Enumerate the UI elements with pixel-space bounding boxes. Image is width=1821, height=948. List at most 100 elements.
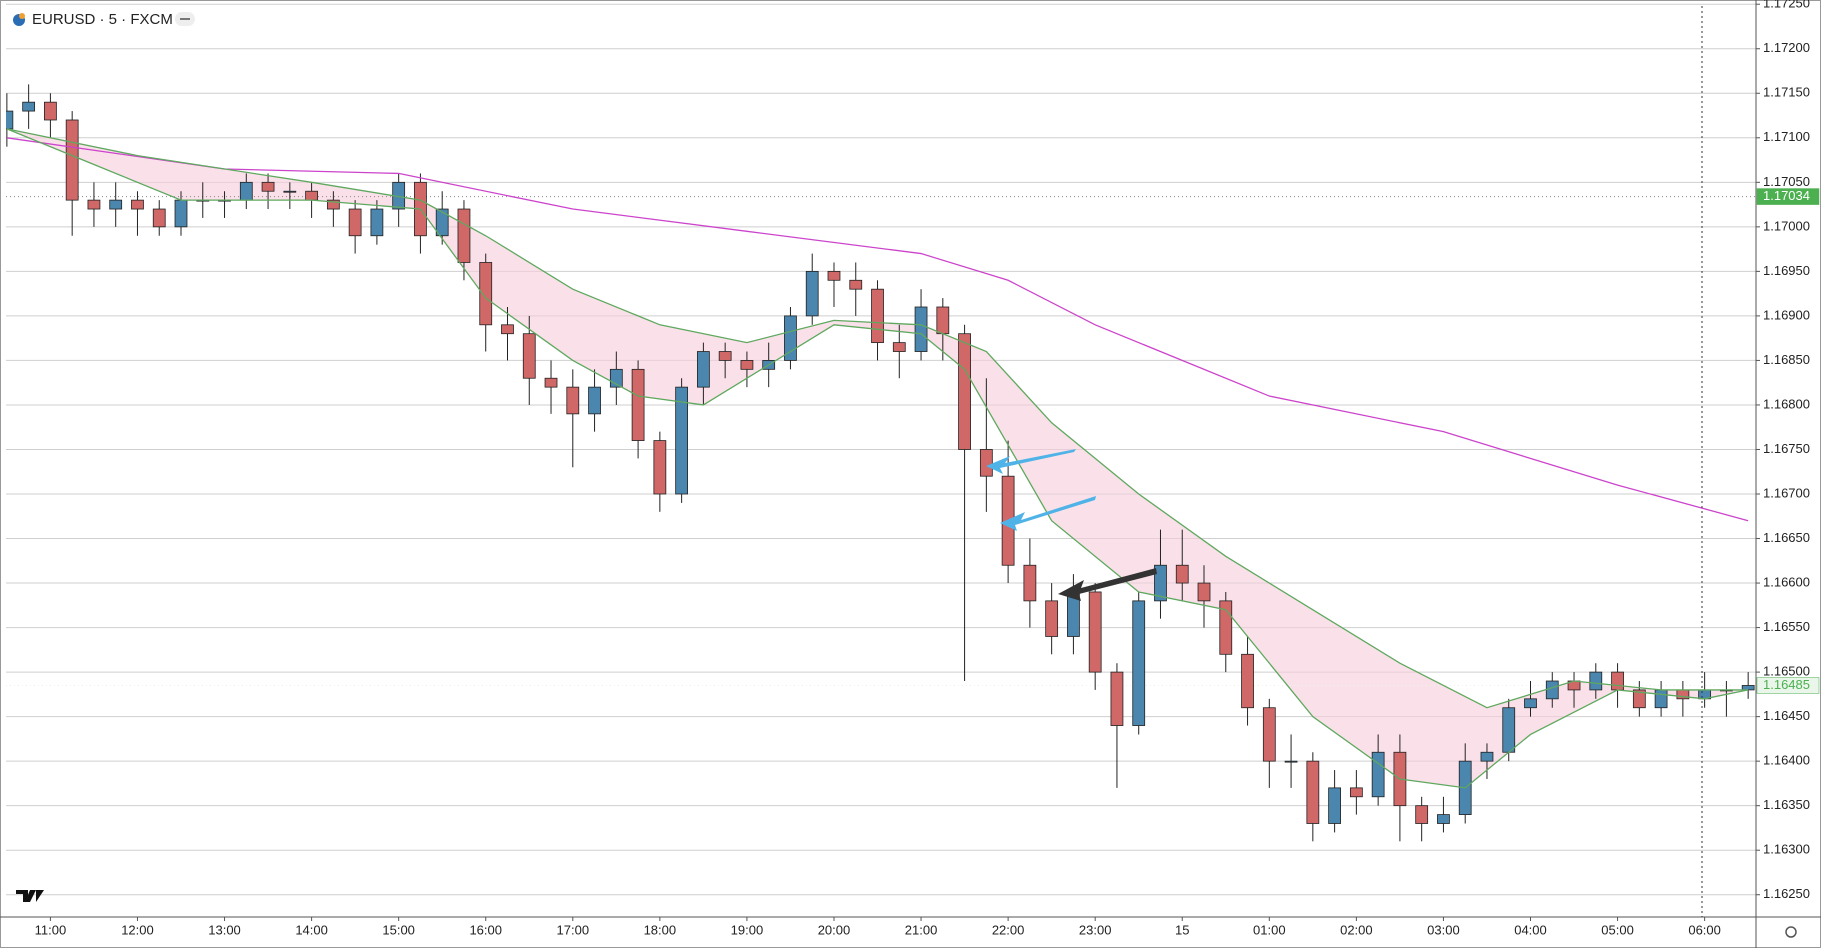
x-tick-label: 13:00: [208, 922, 241, 937]
candle-body: [609, 368, 623, 388]
x-tick-label: 17:00: [557, 922, 590, 937]
candle-body: [588, 386, 601, 415]
x-tick-label: 18:00: [644, 922, 677, 937]
price-tag: [1756, 677, 1820, 694]
candle-body: [1306, 760, 1320, 824]
candle-body: [958, 333, 971, 450]
candle-body: [152, 208, 166, 228]
candle-body: [1088, 591, 1102, 673]
candle-body: [1328, 787, 1341, 824]
candle-body: [979, 449, 993, 477]
x-tick-label: 15:00: [382, 922, 415, 937]
x-tick-label: 01:00: [1253, 922, 1286, 937]
x-tick-label: 15: [1175, 922, 1189, 937]
candle-body: [1132, 600, 1146, 726]
y-tick-label: 1.17100: [1763, 129, 1810, 144]
candle-body: [6, 110, 14, 130]
candle-body: [718, 351, 732, 361]
candle-body: [871, 288, 884, 344]
candle-body: [1371, 751, 1385, 798]
candle-body: [1741, 685, 1755, 691]
x-tick-label: 22:00: [992, 922, 1025, 937]
candle-body: [435, 208, 449, 237]
candle-body: [1110, 671, 1124, 726]
candle-body: [1654, 689, 1668, 709]
y-tick-label: 1.16550: [1763, 619, 1810, 634]
candle-body: [1241, 653, 1254, 709]
x-tick-label: 11:00: [35, 922, 67, 937]
candle-body: [1262, 707, 1276, 762]
candle-body: [1219, 600, 1233, 655]
candle-body: [261, 181, 275, 192]
candle-body: [1349, 787, 1363, 798]
candle-body: [1545, 680, 1559, 700]
y-tick-label: 1.16400: [1763, 753, 1810, 768]
candle-body: [348, 208, 362, 237]
candle-body: [805, 270, 819, 317]
candle-body: [631, 368, 645, 441]
y-tick-label: 1.16350: [1763, 797, 1810, 812]
candle-body: [697, 351, 710, 388]
moving-average: [6, 128, 1749, 709]
candle-body: [827, 270, 841, 281]
y-tick-label: 1.16600: [1763, 574, 1810, 589]
candle-body: [479, 262, 493, 326]
candle-body: [174, 199, 188, 228]
y-tick-label: 1.16500: [1763, 664, 1810, 679]
price-tag: [1756, 188, 1820, 205]
candle-body: [1480, 751, 1494, 762]
candle-body: [239, 181, 253, 201]
y-tick-label: 1.16950: [1763, 263, 1810, 278]
x-tick-label: 21:00: [905, 922, 938, 937]
y-tick-label: 1.17200: [1763, 40, 1810, 55]
y-tick-label: 1.16250: [1763, 886, 1810, 901]
candle-body: [1611, 671, 1624, 691]
y-tick-label: 1.16750: [1763, 441, 1810, 456]
candle-body: [65, 119, 79, 201]
y-tick-label: 1.16300: [1763, 842, 1810, 857]
x-tick-label: 23:00: [1079, 922, 1112, 937]
x-tick-label: 06:00: [1688, 922, 1721, 937]
candle-body: [1437, 814, 1450, 824]
candle-body: [44, 101, 57, 121]
candle-body: [740, 360, 754, 370]
y-tick-label: 1.17150: [1763, 85, 1810, 100]
ma-band: [6, 128, 1749, 788]
candle-body: [675, 386, 689, 495]
x-tick-label: 12:00: [121, 922, 154, 937]
candle-body: [1524, 698, 1537, 709]
candle-body: [1023, 564, 1037, 602]
candle-body: [522, 333, 536, 379]
candle-body: [1632, 689, 1646, 709]
y-tick-label: 1.16700: [1763, 485, 1810, 500]
candle-body: [131, 199, 144, 210]
candle-body: [1045, 600, 1059, 637]
candle-body: [109, 199, 123, 210]
x-tick-label: 19:00: [731, 922, 764, 937]
candle-body: [1284, 760, 1298, 763]
annotation-arrow: [1000, 496, 1096, 531]
candle-body: [1415, 805, 1429, 824]
candle-body: [566, 386, 580, 415]
logo: [16, 890, 44, 902]
price-tag-label: 1.16485: [1763, 677, 1810, 692]
x-tick-label: 05:00: [1601, 922, 1634, 937]
x-tick-label: 03:00: [1427, 922, 1460, 937]
symbol-icon: [19, 13, 25, 19]
settings-button[interactable]: [1785, 926, 1797, 938]
y-tick-label: 1.16450: [1763, 708, 1810, 723]
candle-body: [305, 190, 318, 201]
x-tick-label: 02:00: [1340, 922, 1373, 937]
y-tick-label: 1.16800: [1763, 396, 1810, 411]
annotation-arrow: [1058, 568, 1157, 601]
y-tick-label: 1.16900: [1763, 307, 1810, 322]
candle-body: [1197, 582, 1211, 602]
y-tick-label: 1.16650: [1763, 530, 1810, 545]
candle-body: [1154, 564, 1167, 602]
candle-body: [936, 306, 950, 335]
price-tag-label: 1.17034: [1763, 188, 1810, 203]
candle-body: [849, 279, 863, 290]
candle-body: [892, 342, 906, 352]
moving-average: [6, 128, 1749, 789]
